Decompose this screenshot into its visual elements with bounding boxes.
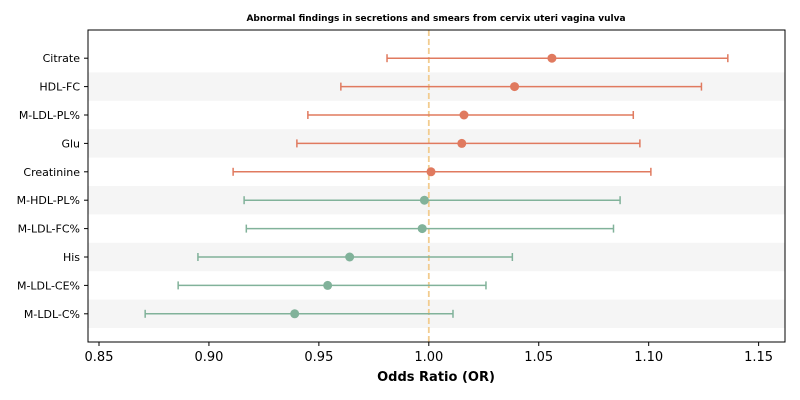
y-tick-label: Glu xyxy=(61,137,80,150)
x-axis-ticks: 0.85 0.90 0.95 1.00 1.05 1.10 1.15 xyxy=(85,342,773,365)
y-tick-label: HDL-FC xyxy=(39,81,80,94)
chart-title: Abnormal findings in secretions and smea… xyxy=(246,14,625,24)
or-point xyxy=(417,224,427,234)
x-tick-label: 1.15 xyxy=(744,350,773,365)
or-point xyxy=(290,309,300,319)
y-tick-label: His xyxy=(63,251,80,264)
x-tick-label: 0.85 xyxy=(85,350,114,365)
or-point xyxy=(419,195,429,205)
or-point xyxy=(547,53,557,63)
x-tick-label: 1.00 xyxy=(414,350,443,365)
x-tick-label: 0.90 xyxy=(194,350,223,365)
y-tick-label: M-HDL-PL% xyxy=(17,194,80,207)
y-tick-label: Creatinine xyxy=(23,166,80,179)
y-tick-label: M-LDL-PL% xyxy=(19,109,80,122)
data-marks xyxy=(144,53,729,319)
or-point xyxy=(426,167,436,177)
y-tick-label: Citrate xyxy=(43,52,81,65)
y-tick-label: M-LDL-CE% xyxy=(17,279,80,292)
or-point xyxy=(345,252,355,262)
or-point xyxy=(323,280,333,290)
y-tick-label: M-LDL-FC% xyxy=(18,223,80,236)
y-tick-label: M-LDL-C% xyxy=(24,308,80,321)
x-tick-label: 1.10 xyxy=(634,350,663,365)
x-axis-label: Odds Ratio (OR) xyxy=(377,370,495,385)
or-point xyxy=(457,138,467,148)
x-tick-label: 0.95 xyxy=(304,350,333,365)
plot-frame xyxy=(87,29,786,343)
or-point xyxy=(459,110,469,120)
x-tick-label: 1.05 xyxy=(524,350,553,365)
y-tick-labels: Citrate HDL-FC M-LDL-PL% Glu Creatinine M-HDL… xyxy=(17,52,88,321)
or-point xyxy=(510,82,520,92)
